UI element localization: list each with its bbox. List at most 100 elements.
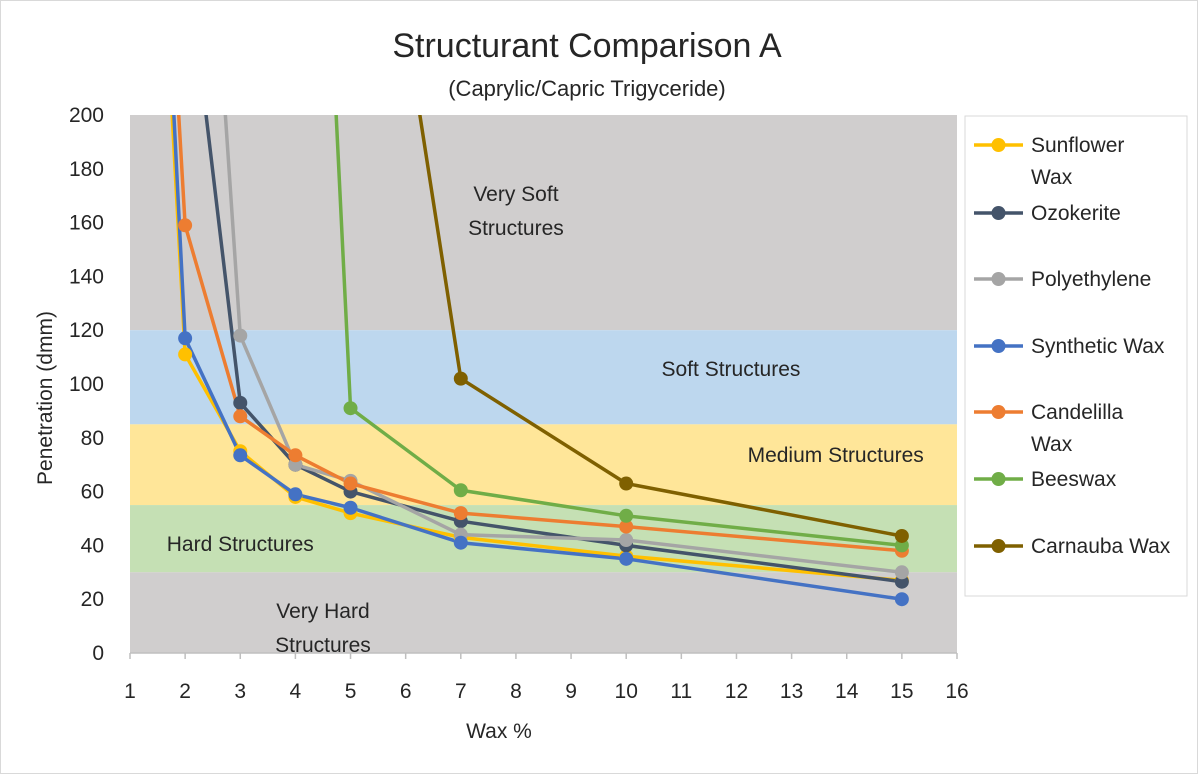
band-label-2: Medium Structures (748, 444, 924, 467)
point-polyethylene (619, 533, 634, 548)
x-axis-label: Wax % (466, 720, 532, 743)
y-tick-label: 120 (69, 319, 104, 342)
point-synthetic-wax (894, 592, 909, 607)
legend-label-line: Beeswax (1031, 468, 1117, 491)
legend-swatch-marker-candelilla-wax (991, 405, 1006, 419)
x-tick-label: 7 (455, 680, 467, 703)
legend-label-line: Polyethylene (1031, 268, 1151, 291)
chart-subtitle: (Caprylic/Capric Trigyceride) (448, 76, 726, 101)
legend-label-polyethylene: Polyethylene (1031, 268, 1151, 291)
series-line-carnauba-wax (418, 115, 903, 538)
x-tick-label: 6 (400, 680, 412, 703)
legend-box (964, 115, 1188, 597)
x-tick-label: 9 (565, 680, 577, 703)
point-carnauba-wax (894, 528, 909, 543)
band-label-line: Medium Structures (748, 444, 924, 467)
y-tick-label: 100 (69, 373, 104, 396)
y-axis-label: Penetration (dmm) (34, 311, 57, 485)
point-candelilla-wax (288, 448, 303, 463)
x-tick-label: 2 (179, 680, 191, 703)
legend-label-candelilla-wax: Candelilla Wax (1031, 401, 1124, 456)
band-4 (130, 572, 957, 653)
band-label-line: Hard Structures (167, 533, 314, 556)
point-beeswax (619, 508, 634, 523)
legend-swatch-marker-ozokerite (991, 206, 1006, 220)
y-tick-label: 0 (92, 642, 104, 665)
band-label-line: Structures (468, 217, 564, 240)
band-1 (130, 330, 957, 425)
y-tick-label: 180 (69, 158, 104, 181)
legend-label-line: Ozokerite (1031, 202, 1121, 225)
x-tick-label: 15 (890, 680, 913, 703)
legend-swatch-marker-carnauba-wax (991, 539, 1006, 553)
point-synthetic-wax (178, 331, 193, 346)
band-label-3: Hard Structures (167, 533, 314, 556)
y-tick-label: 160 (69, 212, 104, 235)
point-candelilla-wax (178, 218, 193, 233)
band-label-line: Structures (275, 634, 371, 657)
legend-label-line: Carnauba Wax (1031, 535, 1171, 558)
x-tick-label: 14 (835, 680, 859, 703)
y-tick-label: 60 (81, 481, 104, 504)
point-carnauba-wax (619, 476, 634, 491)
y-tick-label: 140 (69, 265, 104, 288)
point-synthetic-wax (233, 448, 248, 463)
point-synthetic-wax (453, 535, 468, 550)
axes-layer: 1 2 3 4 5 6 7 8 9 10 11 12 13 14 15 1602040608010012014… (69, 104, 969, 703)
legend-label-sunflower-wax: Sunflower Wax (1031, 134, 1124, 189)
point-beeswax (453, 483, 468, 498)
point-polyethylene (233, 328, 248, 343)
point-synthetic-wax (619, 551, 634, 566)
legend-label-line: Synthetic Wax (1031, 335, 1165, 358)
series-line-sunflower-wax (170, 115, 903, 583)
x-tick-label: 4 (290, 680, 302, 703)
y-tick-label: 40 (81, 534, 104, 557)
point-ozokerite (233, 395, 248, 410)
band-label-0: Very Soft Structures (468, 183, 564, 240)
legend-label-line: Sunflower (1031, 134, 1124, 157)
x-tick-label: 8 (510, 680, 522, 703)
legend-label-line: Wax (1031, 433, 1073, 456)
legend-label-line: Candelilla (1031, 401, 1124, 424)
point-synthetic-wax (288, 487, 303, 502)
point-candelilla-wax (233, 409, 248, 424)
point-sunflower-wax (178, 347, 193, 362)
x-tick-label: 11 (670, 680, 692, 703)
band-label-1: Soft Structures (662, 358, 801, 381)
legend-label-synthetic-wax: Synthetic Wax (1031, 335, 1165, 358)
x-tick-label: 12 (725, 680, 748, 703)
point-polyethylene (894, 565, 909, 580)
point-candelilla-wax (619, 519, 634, 534)
legend-label-line: Wax (1031, 166, 1073, 189)
x-tick-label: 5 (345, 680, 357, 703)
legend-label-ozokerite: Ozokerite (1031, 202, 1121, 225)
legend: Sunflower Wax Ozokerite Polyethylene Synthet… (964, 115, 1188, 597)
band-label-line: Very Soft (473, 183, 558, 206)
x-tick-label: 10 (615, 680, 638, 703)
band-label-line: Very Hard (276, 600, 369, 623)
legend-swatch-marker-sunflower-wax (991, 138, 1006, 152)
band-label-4: Very Hard Structures (275, 600, 371, 657)
points-layer (178, 218, 909, 607)
legend-swatch-marker-polyethylene (991, 272, 1006, 286)
legend-swatch-marker-beeswax (991, 472, 1006, 486)
band-labels-layer: Very Soft Structures Soft Structures Medium… (167, 183, 924, 657)
chart-title: Structurant Comparison A (392, 27, 782, 65)
y-tick-label: 80 (81, 427, 104, 450)
y-tick-label: 200 (69, 104, 104, 127)
x-tick-label: 16 (945, 680, 968, 703)
series-line-synthetic-wax (172, 115, 903, 601)
series-line-candelilla-wax (176, 115, 903, 553)
band-label-line: Soft Structures (662, 358, 801, 381)
bands-layer (130, 115, 957, 653)
point-candelilla-wax (343, 476, 358, 491)
point-candelilla-wax (453, 506, 468, 521)
point-carnauba-wax (453, 371, 468, 386)
point-beeswax (343, 401, 358, 416)
y-tick-label: 20 (81, 588, 104, 611)
legend-label-carnauba-wax: Carnauba Wax (1031, 535, 1171, 558)
x-tick-label: 3 (234, 680, 246, 703)
x-tick-label: 1 (124, 680, 136, 703)
x-tick-label: 13 (780, 680, 803, 703)
